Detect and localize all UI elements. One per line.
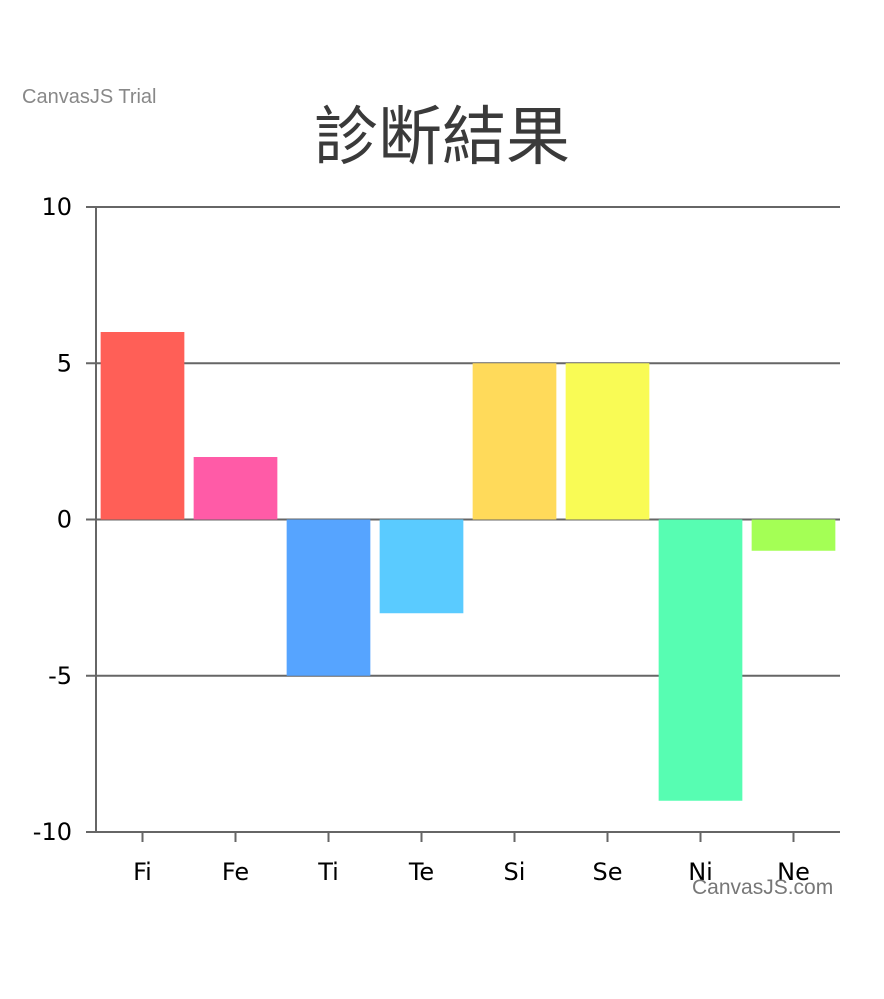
bar-te[interactable] bbox=[379, 519, 464, 614]
y-tick-label: 5 bbox=[57, 349, 72, 377]
y-tick-label: -10 bbox=[33, 818, 72, 846]
y-tick-label: 0 bbox=[57, 506, 72, 534]
y-tick-labels: 10 5 0 -5 -10 bbox=[33, 193, 72, 846]
x-tick-label: Ni bbox=[688, 858, 713, 886]
bar-fi[interactable] bbox=[100, 332, 185, 520]
credit-watermark: CanvasJS.com bbox=[692, 876, 834, 899]
y-tick-label: -5 bbox=[48, 662, 72, 690]
x-tick-label: Se bbox=[593, 858, 623, 886]
axes bbox=[86, 207, 840, 842]
x-tick-labels: Fi Fe Ti Te Si Se Ni Ne bbox=[133, 858, 810, 886]
bar-se[interactable] bbox=[565, 363, 650, 520]
chart-title: 診断結果 bbox=[314, 101, 570, 175]
x-tick-label: Si bbox=[504, 858, 526, 886]
bar-si[interactable] bbox=[472, 363, 557, 520]
x-tick-label: Fe bbox=[222, 858, 249, 886]
bar-fe[interactable] bbox=[193, 457, 278, 520]
bar-ne[interactable] bbox=[751, 519, 836, 551]
bar-ni[interactable] bbox=[658, 519, 743, 801]
y-tick-label: 10 bbox=[41, 193, 72, 221]
x-tick-label: Te bbox=[408, 858, 434, 886]
bar-ti[interactable] bbox=[286, 519, 371, 676]
x-tick-label: Ti bbox=[317, 858, 339, 886]
trial-watermark: CanvasJS Trial bbox=[22, 86, 157, 108]
bars bbox=[100, 332, 836, 801]
x-tick-label: Ne bbox=[777, 858, 810, 886]
x-tick-label: Fi bbox=[133, 858, 152, 886]
